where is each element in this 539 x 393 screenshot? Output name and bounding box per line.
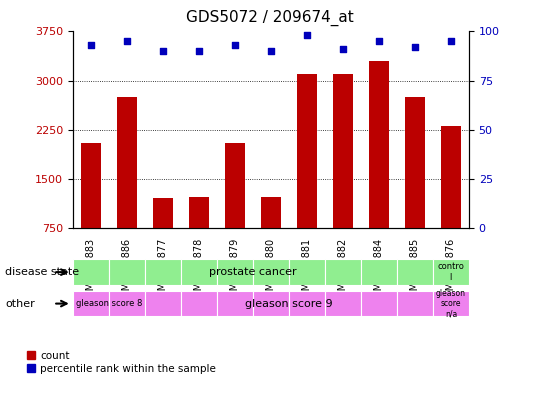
Text: other: other bbox=[5, 299, 35, 309]
Bar bbox=[297, 74, 317, 228]
Legend: count, percentile rank within the sample: count, percentile rank within the sample bbox=[27, 351, 216, 374]
Bar bbox=[145, 259, 181, 285]
Bar bbox=[117, 97, 137, 228]
Bar bbox=[253, 259, 289, 285]
Bar bbox=[181, 259, 217, 285]
Bar bbox=[397, 291, 433, 316]
Text: gleason score 8: gleason score 8 bbox=[75, 299, 142, 308]
Bar bbox=[181, 291, 217, 316]
Bar bbox=[81, 143, 101, 228]
Bar bbox=[325, 259, 361, 285]
Bar bbox=[153, 198, 172, 228]
Text: contro
l: contro l bbox=[438, 263, 465, 282]
Bar bbox=[189, 197, 209, 228]
Point bbox=[338, 46, 347, 52]
Text: disease state: disease state bbox=[5, 267, 80, 277]
Bar bbox=[217, 259, 253, 285]
Bar bbox=[433, 259, 469, 285]
Bar bbox=[109, 291, 145, 316]
Point bbox=[195, 48, 203, 54]
Bar bbox=[73, 259, 109, 285]
Point bbox=[158, 48, 167, 54]
Point bbox=[122, 38, 131, 44]
Point bbox=[231, 42, 239, 48]
Bar bbox=[441, 127, 461, 228]
Bar bbox=[289, 259, 325, 285]
Text: GDS5072 / 209674_at: GDS5072 / 209674_at bbox=[185, 10, 354, 26]
Bar bbox=[369, 61, 389, 228]
Bar bbox=[217, 291, 253, 316]
Bar bbox=[289, 291, 325, 316]
Point bbox=[411, 44, 419, 50]
Bar bbox=[253, 291, 289, 316]
Text: gleason score 9: gleason score 9 bbox=[245, 299, 333, 309]
Point bbox=[267, 48, 275, 54]
Point bbox=[447, 38, 455, 44]
Bar bbox=[433, 291, 469, 316]
Bar bbox=[361, 259, 397, 285]
Bar bbox=[405, 97, 425, 228]
Bar bbox=[325, 291, 361, 316]
Bar bbox=[145, 291, 181, 316]
Bar bbox=[225, 143, 245, 228]
Bar bbox=[361, 291, 397, 316]
Point bbox=[375, 38, 383, 44]
Bar bbox=[261, 196, 281, 228]
Bar bbox=[397, 259, 433, 285]
Point bbox=[302, 32, 311, 39]
Bar bbox=[109, 259, 145, 285]
Text: gleason
score
n/a: gleason score n/a bbox=[436, 289, 466, 318]
Bar bbox=[73, 291, 109, 316]
Text: prostate cancer: prostate cancer bbox=[209, 267, 296, 277]
Point bbox=[86, 42, 95, 48]
Bar bbox=[333, 74, 353, 228]
